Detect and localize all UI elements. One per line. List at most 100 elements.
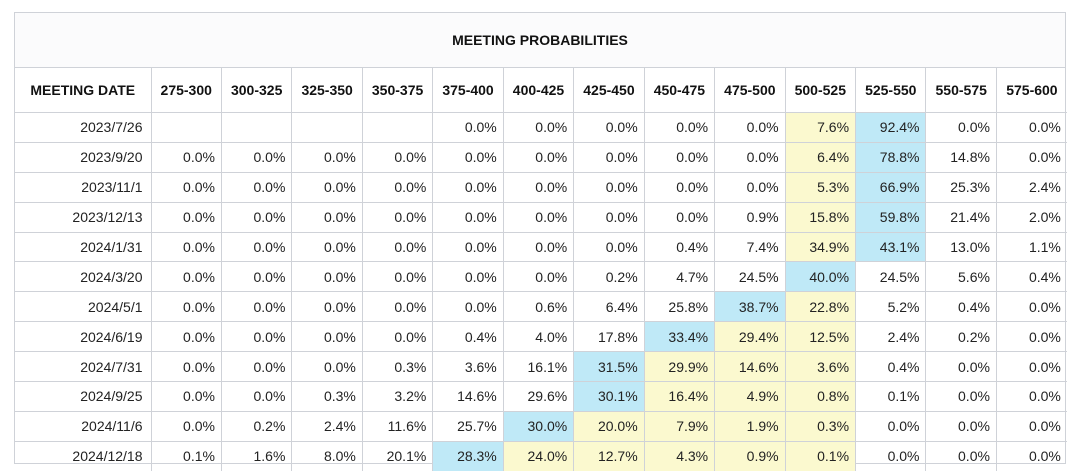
column-header-450-475: 450-475 [644,68,716,113]
probability-cell: 16.1% [503,351,575,383]
probability-cell [151,112,222,143]
probability-cell: 0.0% [925,351,997,383]
probability-cell: 5.3% [785,172,857,203]
probability-cell: 0.0% [291,232,363,263]
column-header-375-400: 375-400 [432,68,504,113]
probability-cell: 1.9% [714,411,786,442]
probability-cell: 0.0% [855,441,927,471]
column-header-500-525: 500-525 [785,68,857,113]
probability-cell: 0.0% [151,351,222,383]
table-row: 2023/7/26 0.0% 0.0% 0.0% 0.0% 0.0% 7.6% 92.4% 0.… [15,112,1067,143]
table-body: 2023/7/26 0.0% 0.0% 0.0% 0.0% 0.0% 7.6% 92.4% 0.… [15,112,1067,471]
probability-cell: 0.0% [1028,448,1061,465]
meeting-date-cell: 2023/11/1 [15,172,152,203]
probability-cell: 0.0% [503,142,575,173]
probability-cell: 16.4% [644,381,716,412]
meeting-date-cell: 2024/9/25 [15,381,152,412]
probability-cell: 40.0% [785,261,857,293]
probability-cell: 30.1% [573,381,645,412]
probability-cell: 3.6% [785,351,857,383]
probability-cell: 3.6% [432,351,504,383]
probability-cell: 22.8% [785,291,857,323]
probability-cell: 0.4% [855,351,927,383]
probability-cell: 1.1% [996,232,1067,263]
probability-cell: 43.1% [855,232,927,263]
column-header-350-375: 350-375 [362,68,434,113]
probability-cell: 4.3% [644,441,716,471]
probability-cell: 0.0% [573,202,645,233]
table-row: 2024/3/20 0.0% 0.0% 0.0% 0.0% 0.0% 0.0% 0.2% 4.7… [15,261,1067,293]
probability-cell: 4.9% [714,381,786,412]
probability-cell: 0.0% [221,142,293,173]
probability-cell: 0.0% [503,202,575,233]
probability-cell: 0.0% [291,291,363,323]
probability-cell: 20.0% [573,411,645,442]
probability-cell: 0.0% [291,321,363,353]
probability-cell: 24.5% [855,261,927,293]
meeting-date-cell: 2024/11/6 [15,411,152,442]
probability-cell: 8.0% [291,441,363,471]
probability-cell: 4.0% [503,321,575,353]
probability-cell: 2.4% [996,172,1067,203]
probability-cell: 0.0% [432,232,504,263]
probability-cell: 0.0% [432,172,504,203]
probability-cell: 0.0% [432,142,504,173]
probability-cell: 12.7% [573,441,645,471]
probability-cell: 7.4% [714,232,786,263]
table-row: 2024/11/6 0.0% 0.2% 2.4% 11.6% 25.7% 30.0% 20.0… [15,411,1067,442]
probability-cell: 0.3% [291,381,363,412]
probability-cell: 7.6% [785,112,857,143]
probability-cell: 0.0% [996,351,1067,383]
probability-cell: 34.9% [785,232,857,263]
probability-cell: 13.0% [925,232,997,263]
meeting-date-cell: 2024/5/1 [15,291,152,323]
column-header-475-500: 475-500 [714,68,786,113]
probability-cell: 0.0% [221,202,293,233]
probability-cell: 0.0% [221,351,293,383]
column-header-575-600: 575-600 [996,68,1067,113]
probability-cell: 0.0% [291,172,363,203]
probability-cell: 0.0% [573,232,645,263]
probability-cell: 0.2% [573,261,645,293]
probability-cell: 92.4% [855,112,927,143]
probability-cell: 0.0% [996,112,1067,143]
probability-cell: 0.0% [573,172,645,203]
probability-cell: 0.0% [362,232,434,263]
probability-cell: 29.6% [503,381,575,412]
probability-cell: 20.1% [362,441,434,471]
probability-cell: 1.6% [221,441,293,471]
probability-cell: 0.0% [291,142,363,173]
probability-cell: 0.0% [644,202,716,233]
probability-cell: 2.4% [855,321,927,353]
probability-cell: 0.0% [925,441,997,471]
probability-cell: 0.0% [996,321,1067,353]
table-row: 2023/9/20 0.0% 0.0% 0.0% 0.0% 0.0% 0.0% 0.0% 0.0… [15,142,1067,173]
probability-cell: 0.4% [996,261,1067,293]
probability-cell: 5.2% [855,291,927,323]
probability-cell: 78.8% [855,142,927,173]
probability-cell: 0.0% [151,172,222,203]
probability-cell: 11.6% [362,411,434,442]
probability-cell: 0.0% [221,381,293,412]
probability-cell: 0.1% [151,441,222,471]
probabilities-table: MEETING DATE 275-300 300-325 325-350 350-375… [15,68,1067,471]
probability-cell: 12.5% [785,321,857,353]
probability-cell: 0.0% [362,321,434,353]
probability-cell: 14.8% [925,142,997,173]
probability-cell: 0.0% [151,202,222,233]
probability-cell: 33.4% [644,321,716,353]
probability-cell: 0.9% [714,202,786,233]
probability-cell: 0.4% [925,291,997,323]
probability-cell: 0.0% [503,232,575,263]
probability-cell: 0.0% [432,291,504,323]
meeting-date-cell: 2024/12/18 [15,441,152,471]
probability-cell: 0.0% [151,291,222,323]
probability-cell: 0.0% [221,321,293,353]
probability-cell: 7.9% [644,411,716,442]
probability-cell: 0.0% [151,321,222,353]
probability-cell: 0.0% [644,172,716,203]
probability-cell: 0.0% [221,291,293,323]
probability-cell: 0.1% [785,441,857,471]
column-header-325-350: 325-350 [291,68,363,113]
probability-cell: 31.5% [573,351,645,383]
